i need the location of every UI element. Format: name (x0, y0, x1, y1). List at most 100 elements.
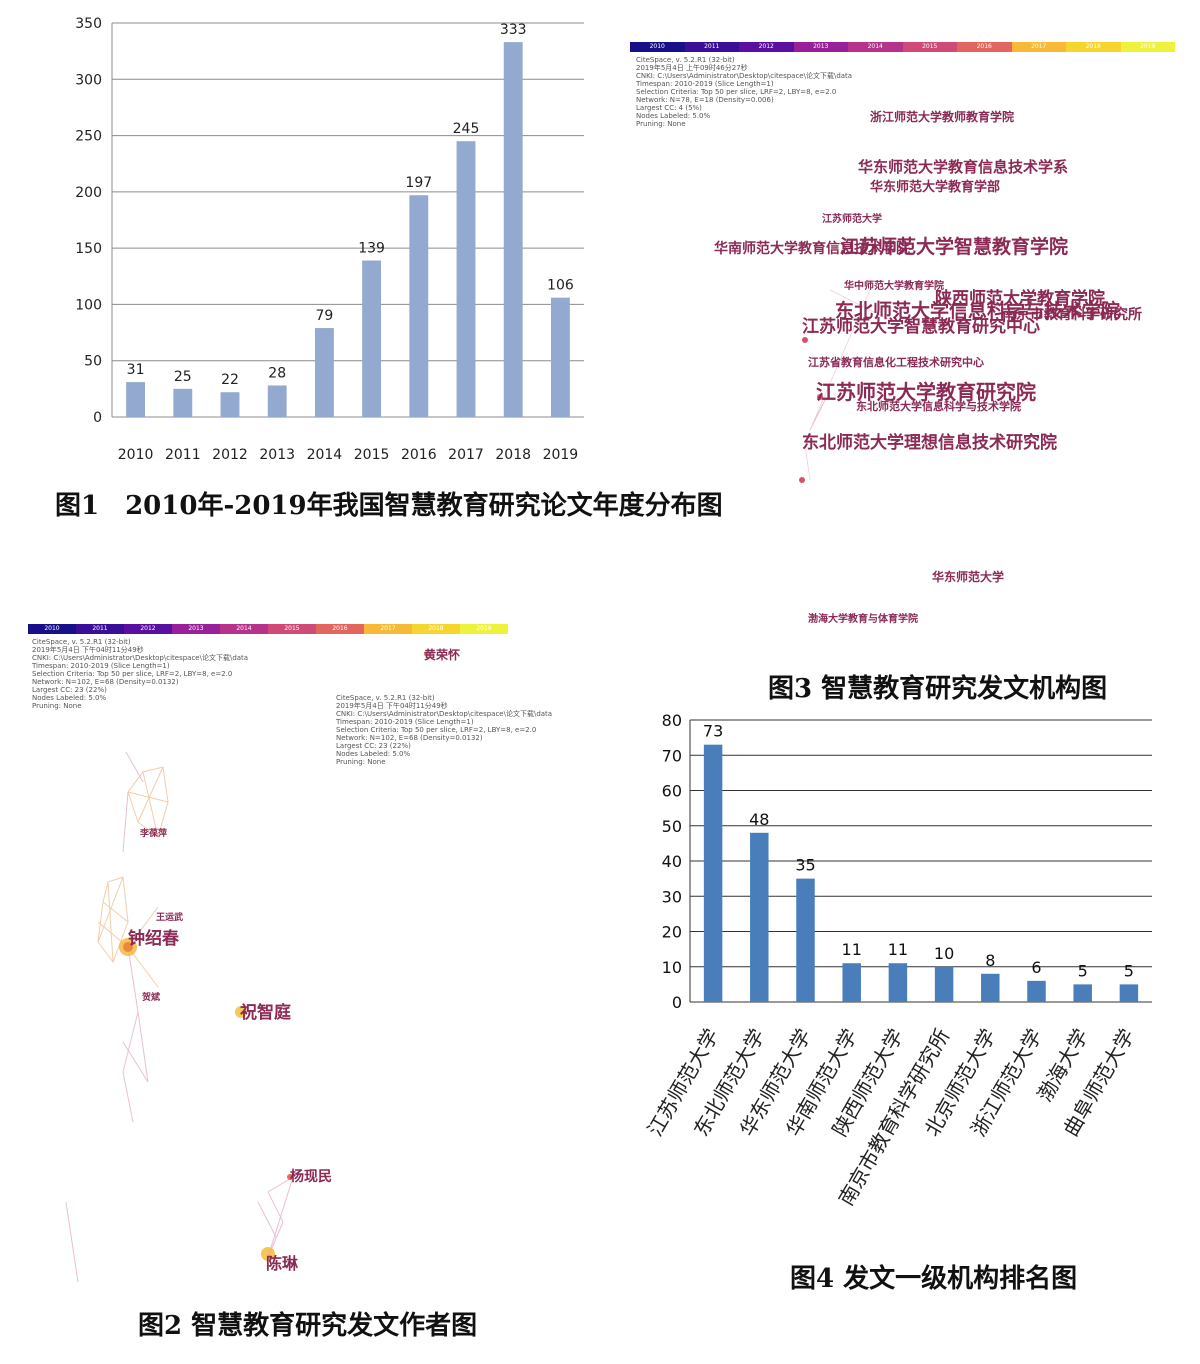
bar (550, 297, 570, 417)
figure2-node (424, 652, 428, 656)
data-label: 5 (1124, 961, 1134, 980)
timebar-year: 2016 (957, 42, 1012, 52)
x-tick-label: 2015 (354, 447, 390, 463)
y-tick-label: 20 (662, 923, 682, 942)
bar (1119, 984, 1139, 1002)
figure3-caption: 图3 智慧教育研究发文机构图 (768, 674, 1108, 704)
info-line: Network: N=78, E=18 (Density=0.006) (636, 96, 774, 104)
figure3-label-i3: 华东师范大学教育学部 (870, 180, 1001, 195)
data-label: 5 (1078, 961, 1088, 980)
data-label: 245 (453, 121, 480, 137)
x-tick-label: 2016 (401, 447, 437, 463)
info-line: Timespan: 2010-2019 (Slice Length=1) (636, 80, 774, 88)
data-label: 11 (888, 940, 908, 959)
x-tick-label: 2012 (212, 447, 248, 463)
timebar-year: 2019 (460, 624, 508, 634)
figure3-label-i8: 陕西师范大学教育学院 (935, 289, 1105, 309)
bar (220, 392, 240, 417)
y-tick-label: 250 (75, 129, 102, 145)
bar (703, 744, 723, 1002)
figure2-node (261, 1247, 275, 1261)
timebar-year: 2017 (1011, 42, 1066, 52)
info-line: Pruning: None (636, 120, 686, 128)
figure3-label-i13: 江苏师范大学教育研究院 (816, 380, 1036, 404)
data-label: 8 (985, 951, 995, 970)
y-tick-label: 40 (662, 852, 682, 871)
figure2-network-links (65, 652, 428, 1283)
figure3-node (799, 477, 805, 483)
bar (503, 42, 523, 417)
figure3-label-i14: 东北师范大学信息科学与技术学院 (856, 400, 1021, 413)
y-tick-label: 50 (84, 354, 102, 370)
y-tick-label: 300 (75, 72, 102, 88)
figure2-node (287, 1174, 293, 1180)
figure2-label-a5: 黄荣怀 (424, 648, 461, 662)
data-label: 22 (221, 372, 239, 388)
data-label: 106 (547, 278, 574, 294)
bar (750, 832, 769, 1002)
figure2-caption: 图2 智慧教育研究发文作者图 (138, 1311, 478, 1341)
y-tick-label: 150 (75, 241, 102, 257)
figure2-info-left: CiteSpace, v. 5.2.R1 (32-bit) 2019年5月4日 下… (32, 638, 248, 710)
timebar-year: 2016 (316, 624, 364, 634)
info-line: Largest CC: 4 (5%) (636, 104, 702, 112)
y-tick-label: 0 (672, 993, 682, 1012)
info-line: 2019年5月4日 下午04时11分49秒 (336, 702, 448, 710)
data-label: 10 (934, 944, 954, 963)
data-label: 48 (749, 810, 769, 829)
figure2-label-a4: 陈琳 (266, 1254, 299, 1273)
x-tick-label: 2013 (259, 447, 295, 463)
y-tick-label: 70 (662, 746, 682, 765)
info-line: Timespan: 2010-2019 (Slice Length=1) (336, 718, 474, 726)
data-label: 79 (315, 308, 333, 324)
figure3-info-block: CiteSpace, v. 5.2.R1 (32-bit) 2019年5月4日 上… (636, 56, 852, 128)
figure3-label-i1: 浙江师范大学教师教育学院 (870, 110, 1015, 124)
timebar-year: 2014 (848, 42, 903, 52)
figure2-label-a2: 钟绍春 (128, 929, 179, 949)
data-label: 6 (1031, 958, 1041, 977)
figure2-node (123, 942, 133, 952)
figure3-label-i5: 华南师范大学教育信息技术学院 (714, 241, 910, 257)
figure3-label-i2: 华东师范大学教育信息技术学系 (858, 158, 1069, 176)
timebar-year: 2018 (1066, 42, 1121, 52)
bar (409, 195, 429, 417)
bar (888, 963, 908, 1002)
x-tick-label: 2010 (118, 447, 154, 463)
figure2-label-a7: 王运武 (156, 913, 184, 923)
timebar-year: 2011 (684, 42, 739, 52)
bar (126, 382, 146, 417)
figure3-node (817, 394, 823, 400)
figure2-label-a6: 李葆萍 (140, 829, 168, 839)
bar (267, 385, 287, 417)
y-tick-label: 100 (75, 297, 102, 313)
info-line: Pruning: None (336, 758, 386, 766)
figure3-network-links (799, 289, 891, 483)
data-label: 28 (268, 365, 286, 381)
figure2-label-a8: 贺斌 (142, 993, 161, 1003)
timebar-year: 2012 (124, 624, 172, 634)
y-tick-label: 30 (662, 887, 682, 906)
info-line: Largest CC: 23 (22%) (32, 686, 107, 694)
y-tick-label: 80 (662, 711, 682, 730)
timebar-year: 2019 (1120, 42, 1175, 52)
figure2-label-a3: 杨现民 (290, 1169, 332, 1185)
timebar-year: 2010 (28, 624, 76, 634)
info-line: Selection Criteria: Top 50 per slice, LR… (336, 726, 537, 734)
info-line: Nodes Labeled: 5.0% (32, 694, 107, 702)
timebar-year: 2018 (412, 624, 460, 634)
bar (173, 388, 193, 417)
info-line: CiteSpace, v. 5.2.R1 (32-bit) (636, 56, 735, 64)
y-tick-label: 0 (93, 410, 102, 426)
info-line: Selection Criteria: Top 50 per slice, LR… (636, 88, 837, 96)
figure3-label-i10: 南京市教育科学研究所 (1002, 307, 1142, 323)
bar (981, 973, 1000, 1002)
figure4-panel: 0 10 20 30 40 50 60 70 80 73 江苏师范大学 48 东北师范大学 35 华东师范大… (640, 700, 1180, 1260)
timebar-year: 2017 (364, 624, 412, 634)
bar (1073, 984, 1092, 1002)
figure1-panel: 0 50 100 150 200 250 300 350 31 2010 25 2011 22 2012 2… (0, 0, 600, 540)
figure2-timeline-bar: 2010 2011 2012 2013 2014 2015 2016 2017 2018 2019 (28, 624, 508, 634)
bar (796, 878, 815, 1002)
figure4-caption: 图4 发文一级机构排名图 (790, 1264, 1078, 1294)
data-label: 139 (358, 241, 385, 257)
figure2-panel: 2010 2011 2012 2013 2014 2015 2016 2017 2018 2019… (28, 622, 552, 1302)
